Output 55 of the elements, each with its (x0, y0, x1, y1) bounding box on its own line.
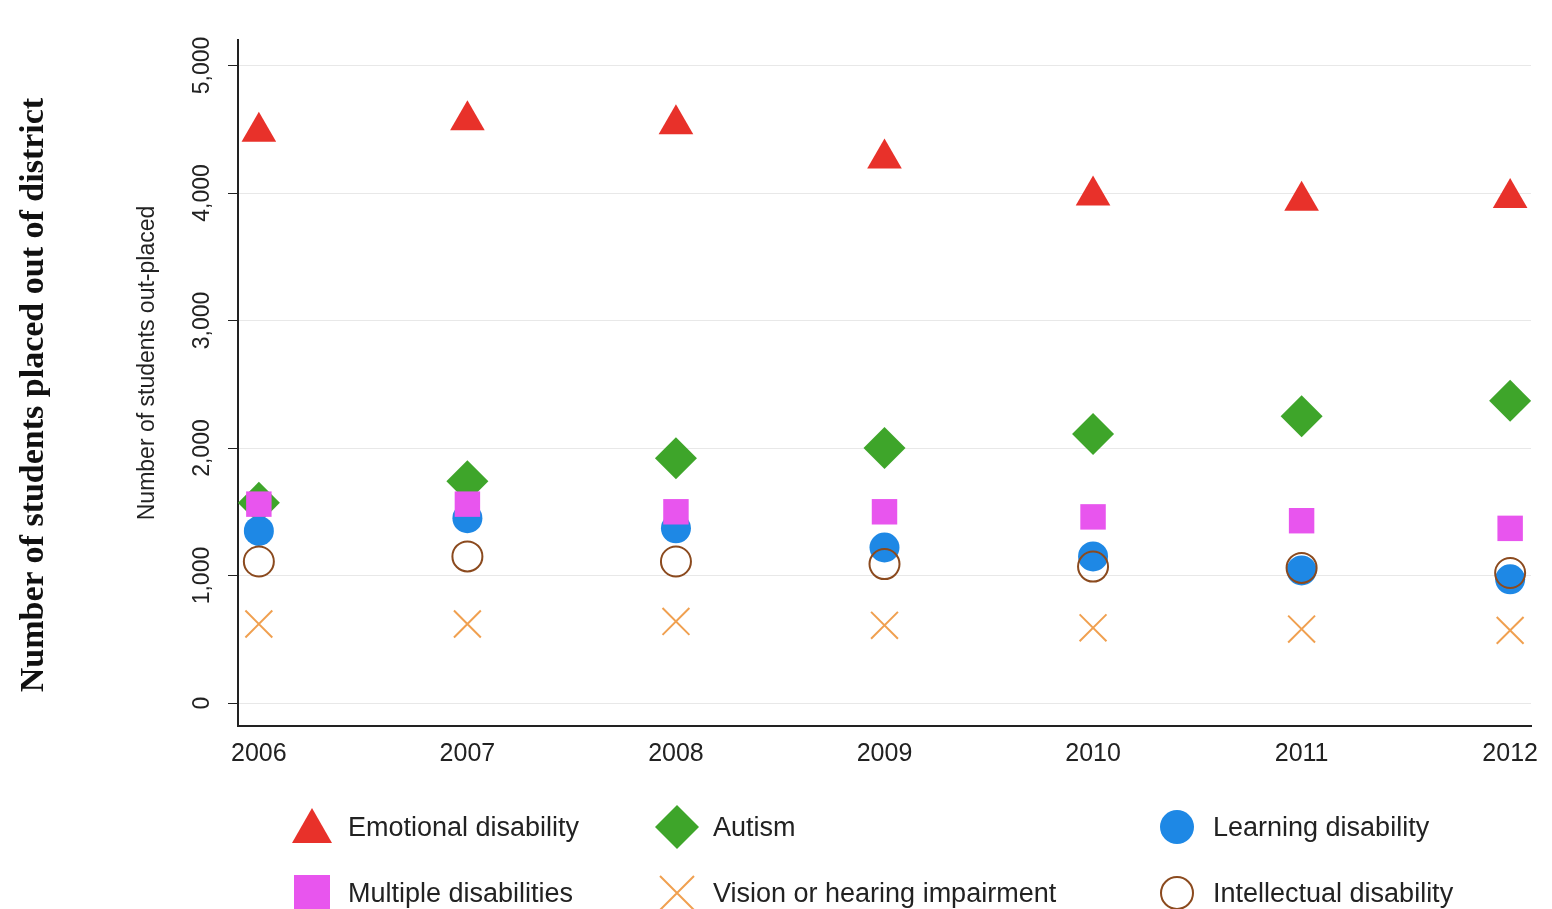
y-tick-label: 1,000 (188, 546, 215, 605)
point (869, 532, 900, 563)
point (1080, 504, 1106, 530)
point (867, 138, 902, 169)
point (1288, 507, 1315, 534)
x-tick-label: 2011 (1274, 737, 1329, 766)
point (658, 104, 694, 135)
point (1489, 379, 1531, 422)
y-tick-label: 5,000 (188, 36, 215, 95)
point (452, 609, 482, 639)
point (870, 610, 899, 640)
point (1072, 413, 1115, 455)
point (654, 437, 697, 480)
point (1077, 550, 1110, 583)
y-tick-label: 0 (188, 696, 215, 710)
point (1280, 395, 1323, 438)
point (450, 100, 485, 131)
point (241, 111, 277, 142)
y-tick-label: 4,000 (188, 164, 215, 222)
legend-label: Learning disability (1213, 811, 1430, 843)
point (1492, 178, 1528, 209)
point (1078, 541, 1109, 572)
x-tick-label: 2006 (231, 737, 287, 766)
point (863, 427, 906, 470)
point (242, 545, 275, 578)
y-axis-title: Number of students out-placed (133, 205, 160, 521)
text: Number of students placed out of district (13, 97, 51, 693)
point (243, 515, 274, 546)
point (454, 491, 481, 517)
y-tick-label: 3,000 (188, 291, 215, 350)
point (1495, 615, 1525, 645)
legend-label: Intellectual disability (1213, 877, 1454, 909)
y-tick-label: 2,000 (188, 419, 215, 477)
legend-label: Multiple disabilities (348, 877, 574, 909)
point (663, 499, 689, 525)
x-tick-label: 2009 (856, 737, 913, 766)
point (1078, 613, 1108, 643)
point (1497, 515, 1523, 542)
point (659, 545, 692, 578)
point (868, 548, 901, 581)
x-tick-label: 2008 (648, 737, 704, 766)
x-tick-label: 2010 (1065, 737, 1121, 766)
point (1075, 175, 1111, 206)
legend-label: Emotional disability (348, 811, 580, 843)
point (451, 540, 484, 573)
legend-label: Autism (713, 811, 796, 843)
x-tick-label: 2012 (1482, 737, 1538, 766)
point (1287, 614, 1317, 644)
legend-label: Vision or hearing impairment (713, 877, 1057, 909)
x-tick-label: 2007 (439, 737, 496, 766)
point (661, 607, 691, 636)
point (244, 609, 274, 639)
point (1284, 180, 1319, 211)
point (871, 499, 898, 525)
point (1494, 556, 1527, 589)
